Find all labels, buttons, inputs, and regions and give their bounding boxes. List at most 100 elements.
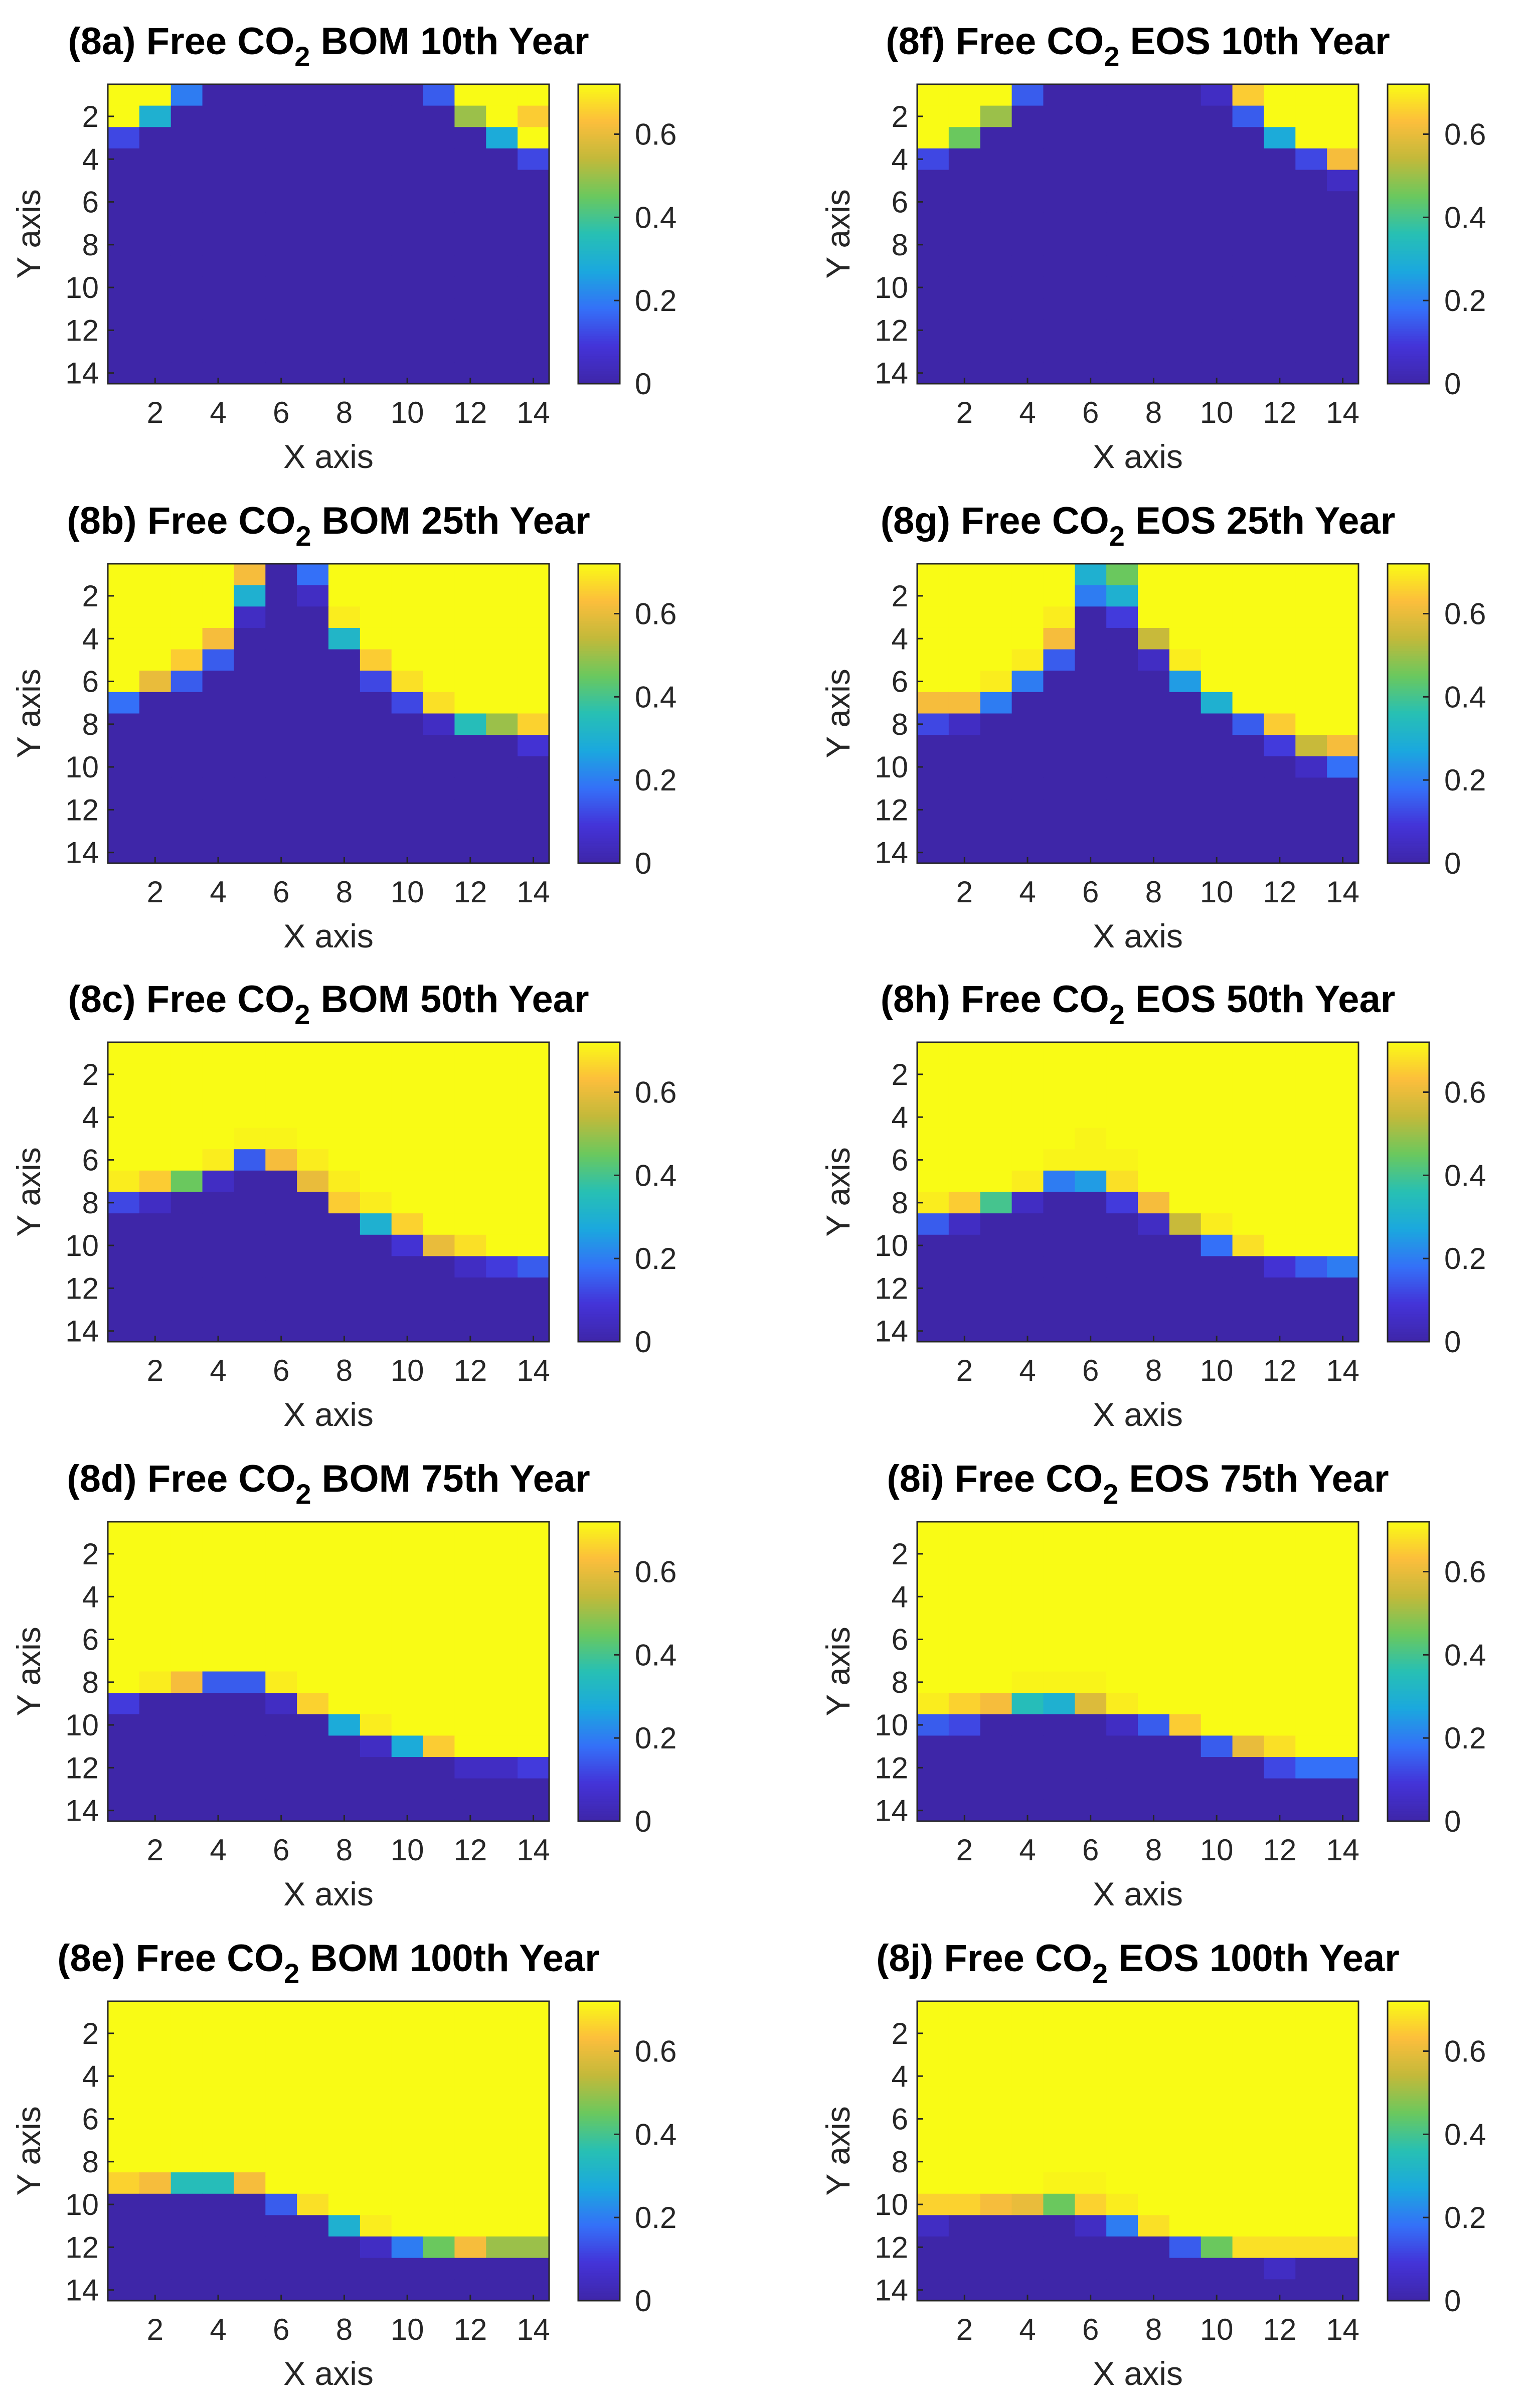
colorbar-segment (578, 1097, 620, 1100)
heatmap-cell (518, 1735, 550, 1757)
colorbar-segment (578, 2171, 620, 2174)
colorbar-segment (578, 1112, 620, 1115)
heatmap-cell (1043, 564, 1075, 586)
heatmap-cell (1295, 2108, 1327, 2130)
heatmap-cell (1169, 1277, 1202, 1300)
colorbar-segment (578, 1079, 620, 1083)
colorbar-segment (1388, 1571, 1429, 1575)
colorbar-tick-label: 0.6 (1444, 118, 1486, 151)
colorbar-segment (578, 2143, 620, 2147)
y-tick-label: 12 (875, 1751, 908, 1785)
heatmap-cell (265, 2022, 297, 2044)
heatmap-cell (1169, 1564, 1202, 1586)
heatmap-cell (948, 2086, 981, 2109)
colorbar-segment (1388, 2223, 1429, 2226)
heatmap-cell (1264, 2065, 1296, 2088)
heatmap-cell (1106, 1149, 1138, 1171)
colorbar-segment (578, 800, 620, 804)
colorbar-segment (578, 281, 620, 284)
x-tick-label: 10 (1200, 396, 1234, 429)
colorbar-segment (578, 1796, 620, 1800)
y-axis-label: Y axis (819, 189, 857, 279)
heatmap-cell (1295, 2172, 1327, 2194)
colorbar-segment (1388, 1809, 1429, 1812)
colorbar-segment (1388, 341, 1429, 345)
y-tick-label: 12 (65, 2230, 99, 2264)
heatmap-cell (1327, 606, 1359, 628)
heatmap-cell (1327, 799, 1359, 821)
colorbar-segment (1388, 296, 1429, 299)
colorbar-segment (1388, 104, 1429, 107)
heatmap-cell (980, 564, 1012, 586)
title-suffix: EOS 100th Year (1108, 1937, 1400, 1980)
heatmap-cell (1264, 341, 1296, 363)
colorbar-segment (578, 1154, 620, 1158)
heatmap-cell (234, 2236, 266, 2259)
heatmap-cell (980, 1650, 1012, 1672)
colorbar-segment (578, 2173, 620, 2177)
colorbar-tick-label: 0 (635, 2284, 651, 2318)
heatmap-cell (234, 1042, 266, 1064)
heatmap-cell (423, 692, 455, 714)
colorbar-segment (578, 1814, 620, 1817)
colorbar-segment (578, 2089, 620, 2092)
colorbar-segment (578, 753, 620, 756)
y-tick-label: 4 (892, 1100, 908, 1134)
heatmap-cell (1106, 2215, 1138, 2237)
heatmap-cell (1327, 777, 1359, 799)
heatmap-cell (391, 84, 424, 106)
colorbar-segment (1388, 1586, 1429, 1590)
heatmap-cell (171, 1585, 203, 1608)
colorbar-segment (1388, 823, 1429, 827)
heatmap-cell (917, 2172, 949, 2194)
heatmap-cell (297, 2236, 329, 2259)
heatmap-cell (297, 735, 329, 757)
colorbar-segment (578, 129, 620, 132)
colorbar-segment (1388, 1758, 1429, 1762)
colorbar-segment (578, 578, 620, 582)
heatmap-cell (1264, 799, 1296, 821)
colorbar-segment (578, 2276, 620, 2279)
heatmap-cell (1201, 627, 1233, 650)
heatmap-cell (1011, 2086, 1044, 2109)
heatmap-cell (1295, 1650, 1327, 1672)
colorbar-segment (578, 1634, 620, 1637)
heatmap-cell (1106, 1607, 1138, 1629)
heatmap-cell (1201, 2172, 1233, 2194)
colorbar-segment (578, 1586, 620, 1590)
heatmap-cell (360, 627, 392, 650)
heatmap-cell (328, 627, 361, 650)
heatmap-cell (518, 105, 550, 127)
colorbar-segment (1388, 1748, 1429, 1752)
heatmap-cell (1043, 1128, 1075, 1150)
colorbar-segment (1388, 274, 1429, 277)
heatmap-cell (1106, 276, 1138, 299)
colorbar-segment (1388, 588, 1429, 592)
colorbar-segment (1388, 2096, 1429, 2099)
colorbar-segment (578, 146, 620, 150)
colorbar-segment (1388, 308, 1429, 312)
heatmap-cell (917, 1564, 949, 1586)
colorbar-segment (578, 788, 620, 791)
colorbar-segment (578, 1531, 620, 1535)
colorbar-segment (578, 189, 620, 192)
heatmap-cell (202, 671, 235, 693)
heatmap-cell (391, 627, 424, 650)
heatmap-cell (486, 585, 518, 607)
heatmap-cell (454, 649, 486, 671)
colorbar-segment (578, 566, 620, 569)
heatmap-cell (1138, 212, 1170, 235)
heatmap-cell (1264, 1299, 1296, 1321)
heatmap-cell (202, 585, 235, 607)
colorbar-segment (578, 631, 620, 634)
heatmap-cell (454, 735, 486, 757)
heatmap-cell (360, 319, 392, 342)
heatmap-cell (171, 1671, 203, 1693)
heatmap-cell (360, 2022, 392, 2044)
colorbar-segment (1388, 318, 1429, 322)
colorbar-segment (578, 329, 620, 332)
heatmap-cell (980, 319, 1012, 342)
heatmap-cell (234, 1564, 266, 1586)
colorbar-segment (578, 1067, 620, 1070)
heatmap-cell (1327, 820, 1359, 842)
